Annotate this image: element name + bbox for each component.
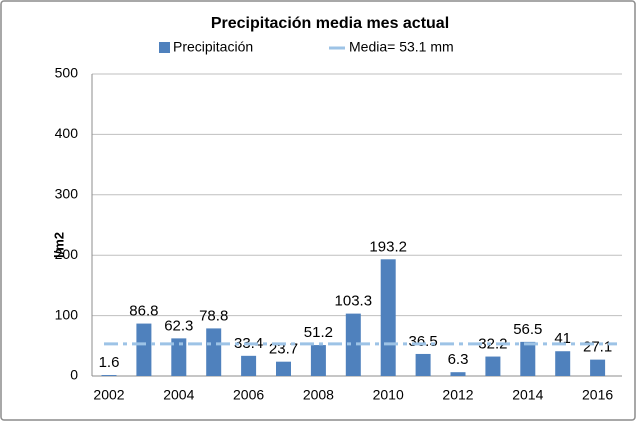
legend-label: Media= 53.1 mm — [349, 39, 454, 55]
bar — [590, 359, 606, 376]
x-tick-label: 2012 — [442, 387, 473, 403]
y-tick-label: 500 — [55, 65, 79, 81]
bar — [171, 338, 187, 376]
y-tick-label: 200 — [55, 246, 79, 262]
bar — [380, 259, 396, 376]
bar — [520, 341, 536, 376]
bar — [276, 361, 291, 376]
data-label: 6.3 — [448, 351, 469, 368]
y-tick-label: 300 — [55, 186, 79, 202]
data-label: 103.3 — [335, 293, 373, 310]
bar — [345, 313, 361, 376]
y-tick-label: 400 — [55, 125, 79, 141]
x-tick-label: 2014 — [512, 387, 543, 403]
data-label: 32.2 — [478, 336, 507, 353]
bar — [450, 372, 466, 376]
data-label: 86.8 — [129, 303, 158, 320]
y-tick-label: 0 — [70, 367, 78, 383]
data-label: 27.1 — [583, 339, 612, 356]
bar — [241, 355, 257, 376]
legend-label: Precipitación — [173, 39, 253, 55]
x-tick-label: 2002 — [93, 387, 124, 403]
bar — [136, 323, 152, 376]
data-label: 78.8 — [199, 307, 228, 324]
x-tick-label: 2004 — [163, 387, 194, 403]
chart-title: Precipitación media mes actual — [211, 15, 449, 32]
y-axis-label: l/m2 — [51, 232, 66, 258]
x-tick-label: 2010 — [373, 387, 404, 403]
bar — [206, 328, 222, 376]
y-tick-label: 100 — [55, 306, 79, 322]
x-tick-label: 2008 — [303, 387, 334, 403]
bar — [415, 353, 431, 376]
x-tick-label: 2016 — [582, 387, 613, 403]
legend: Precipitación Media= 53.1 mm — [159, 39, 454, 55]
data-label: 51.2 — [304, 324, 333, 341]
data-label: 193.2 — [369, 238, 407, 255]
legend-swatch — [159, 42, 170, 53]
data-label: 62.3 — [164, 317, 193, 334]
bar — [101, 375, 117, 376]
data-label: 36.5 — [408, 333, 437, 350]
data-label: 56.5 — [513, 321, 542, 338]
bar — [485, 356, 501, 376]
bar — [310, 345, 326, 376]
x-tick-label: 2006 — [233, 387, 264, 403]
bar — [555, 351, 571, 376]
data-label: 1.6 — [99, 354, 120, 371]
